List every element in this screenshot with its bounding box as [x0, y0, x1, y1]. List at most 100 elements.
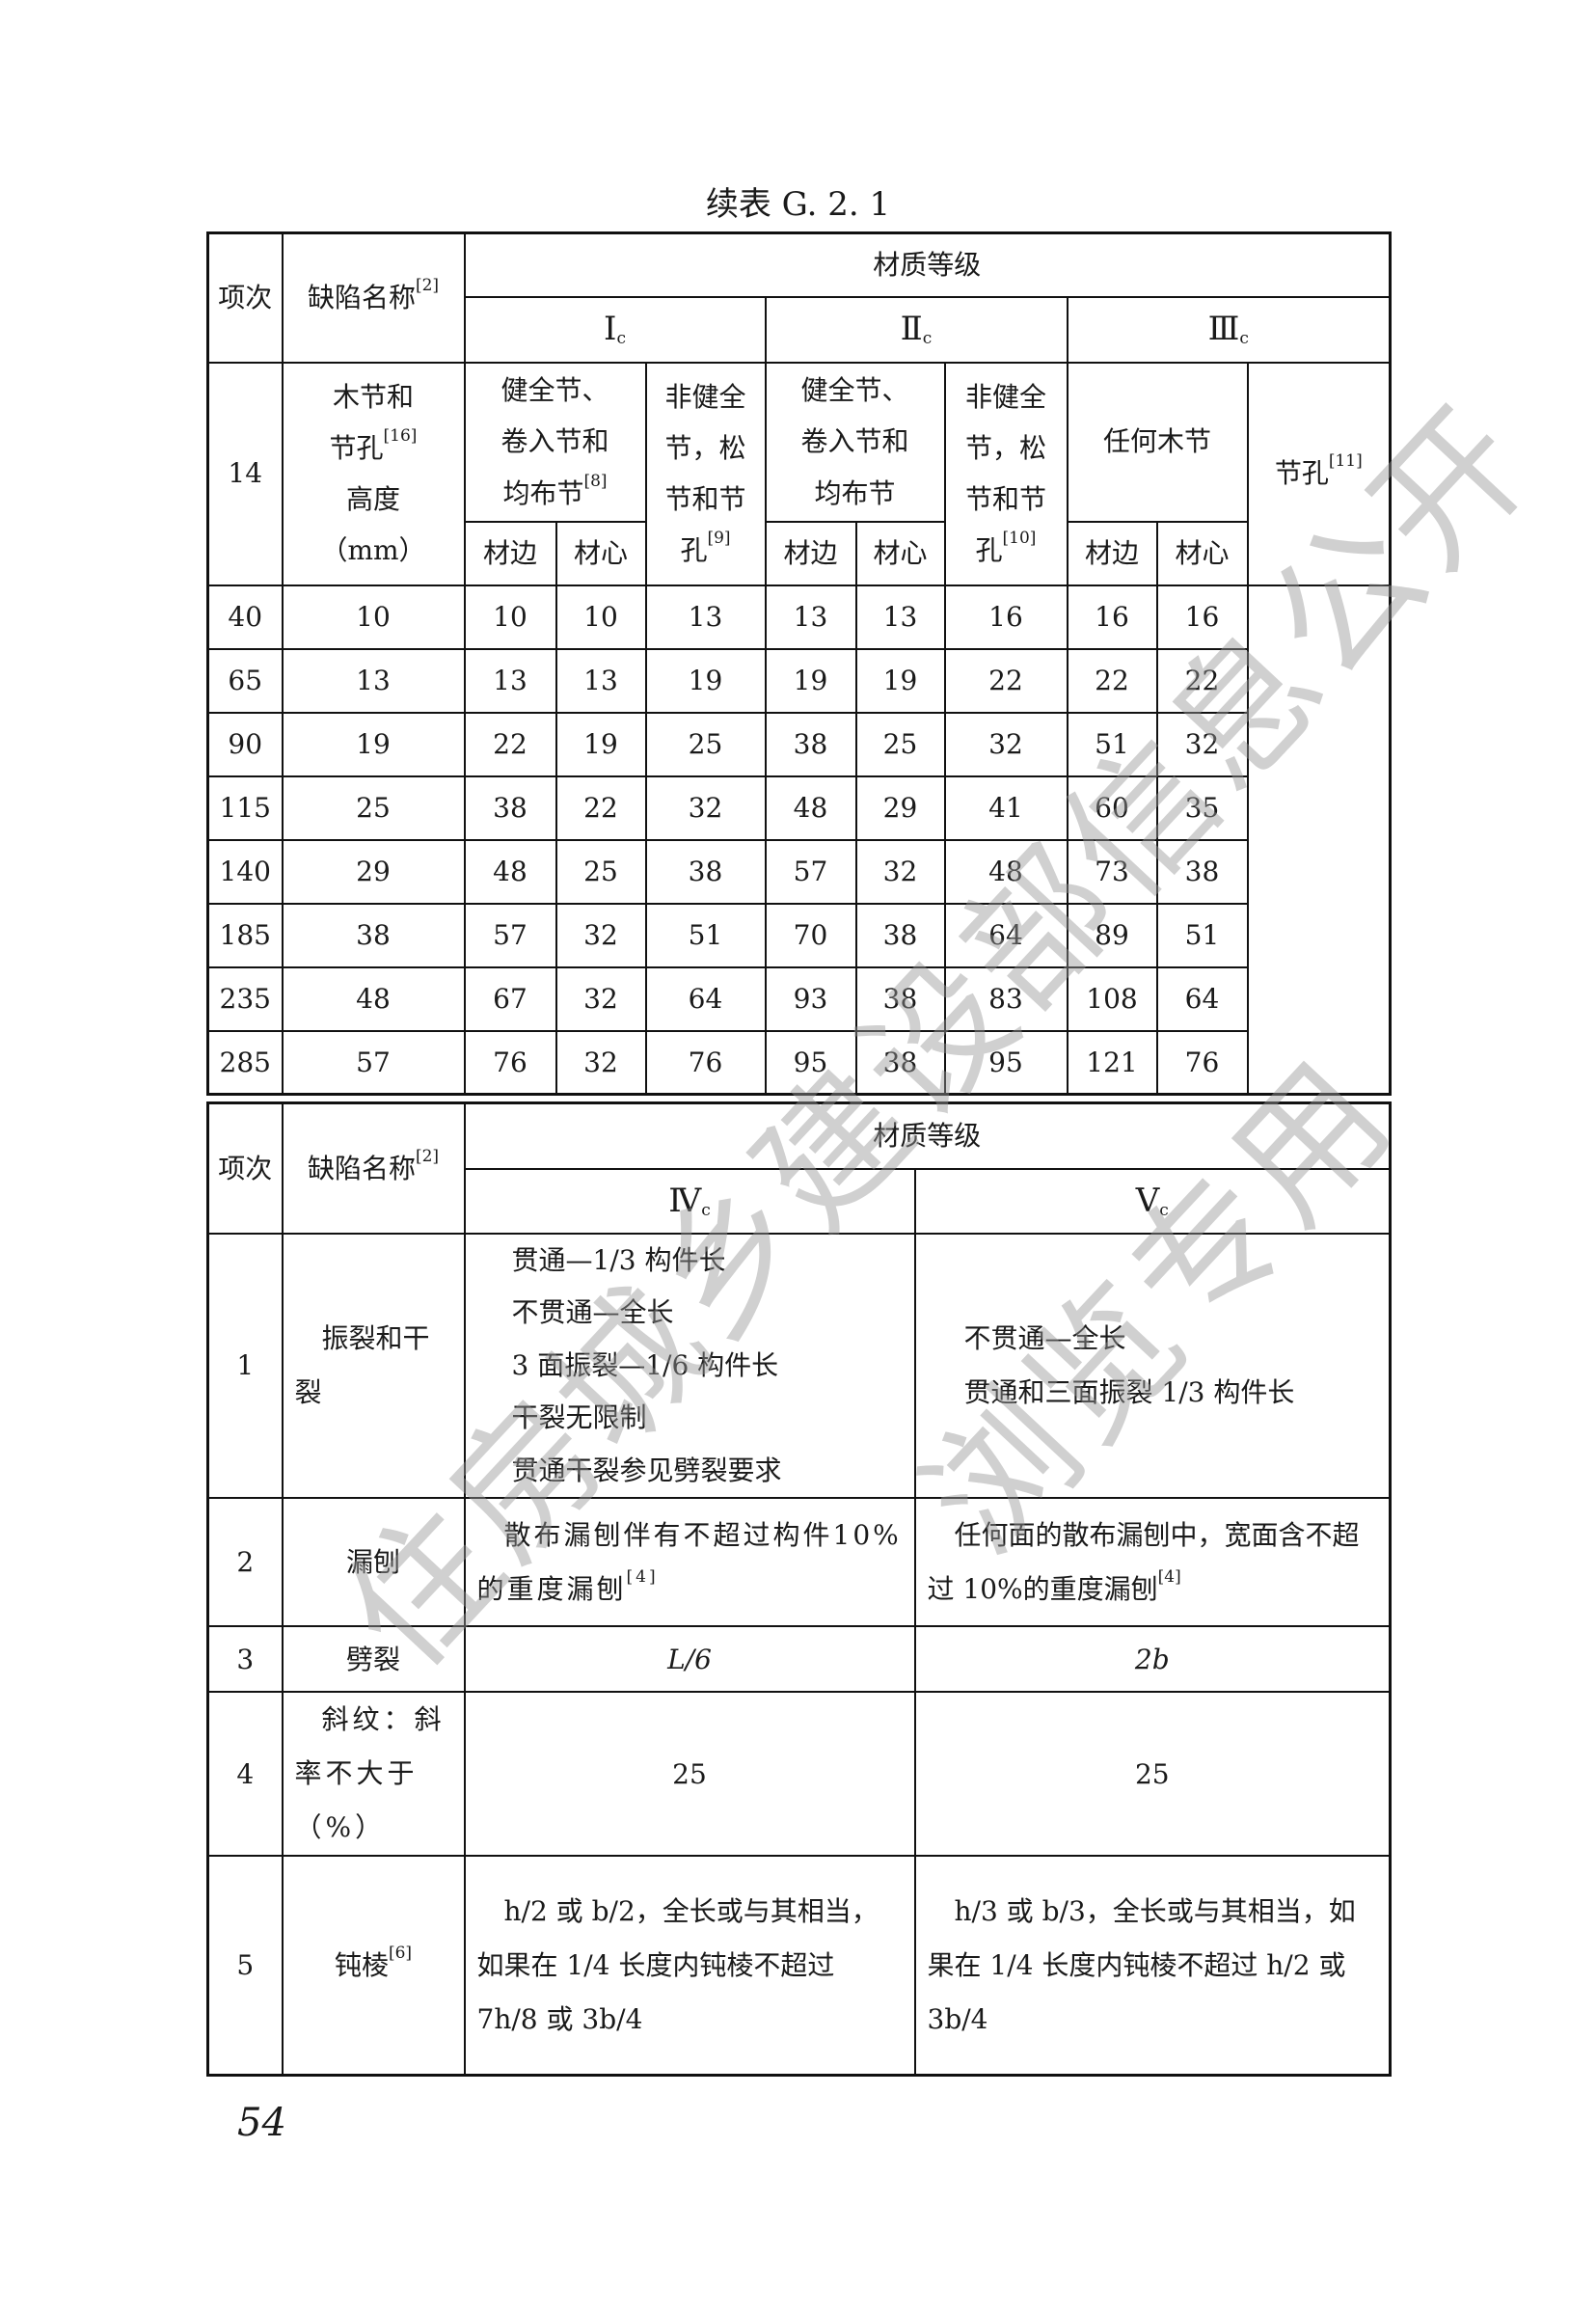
limit-cell: 38: [854, 965, 946, 1032]
limit-cell: 22: [555, 775, 647, 841]
limit-cell: 19: [764, 647, 857, 714]
limit-cell: 13: [854, 584, 946, 650]
limit-cell: 64: [943, 902, 1069, 968]
item-number: 1: [206, 1232, 284, 1500]
limit-cell: 29: [281, 838, 466, 905]
limit-cell: 32: [644, 775, 767, 841]
limit-cell: 13: [281, 647, 466, 714]
limit-cell: 38: [854, 1029, 946, 1096]
limit-cell: 32: [555, 965, 647, 1032]
limit-cell: 13: [555, 647, 647, 714]
limit-cell: 93: [764, 965, 857, 1032]
limit-cell: 16: [943, 584, 1069, 650]
limit-cell: 35: [1155, 775, 1249, 841]
grade-1: Ⅰc: [463, 295, 767, 364]
limit-cell: 57: [764, 838, 857, 905]
table-row: 2 漏刨 散布漏刨伴有不超过构件10%的重度漏刨[4] 任何面的散布漏刨中，宽面…: [206, 1497, 1392, 1628]
limit-cell: 51: [644, 902, 767, 968]
g1-sound-knot: 健全节、 卷入节和 均布节[8]: [463, 361, 647, 523]
grade-4: Ⅳc: [463, 1167, 916, 1235]
limit-cell: 70: [764, 902, 857, 968]
limit-cell: 108: [1066, 965, 1158, 1032]
header-defect-name: 缺陷名称[2]: [281, 231, 466, 364]
limit-cell: 60: [1066, 775, 1158, 841]
limit-cell: 38: [644, 838, 767, 905]
limit-cell: 22: [463, 711, 557, 777]
grade-4-limit: h/2 或 b/2，全长或与其相当，如果在 1/4 长度内钝棱不超过 7h/8 …: [463, 1855, 916, 2077]
knot-height-cell: 40: [206, 584, 284, 650]
item-number: 2: [206, 1497, 284, 1628]
limit-cell: 95: [764, 1029, 857, 1096]
item-number: 14: [206, 361, 284, 586]
defect-name: 漏刨: [281, 1497, 466, 1628]
header-item: 项次: [206, 231, 284, 364]
defect-table-part1: 项次 缺陷名称[2] 材质等级 Ⅰc Ⅱc Ⅲc 14 木节和 节孔[16] 高…: [206, 231, 1393, 1096]
limit-cell: 10: [281, 584, 466, 650]
limit-cell: 76: [463, 1029, 557, 1096]
limit-cell: 32: [943, 711, 1069, 777]
limit-cell: 19: [555, 711, 647, 777]
defect-name: 斜纹：斜率不大于（%）: [281, 1691, 466, 1858]
limit-cell: 76: [644, 1029, 767, 1096]
g2-unsound-knot: 非健全 节，松 节和节 孔[10]: [943, 361, 1069, 586]
g3-core: 材心: [1155, 520, 1249, 586]
limit-cell: 51: [1155, 902, 1249, 968]
grade-5-limit: 25: [913, 1691, 1392, 1858]
table-row: 5 钝棱[6] h/2 或 b/2，全长或与其相当，如果在 1/4 长度内钝棱不…: [206, 1855, 1392, 2077]
limit-cell: 89: [1066, 902, 1158, 968]
item-number: 4: [206, 1691, 284, 1858]
table-row: 285 57 76 32 76 95 38 95 121 76: [206, 1029, 1391, 1096]
limit-cell: 38: [1155, 838, 1249, 905]
limit-cell: 10: [463, 584, 557, 650]
limit-cell: 48: [281, 965, 466, 1032]
limit-cell: 38: [854, 902, 946, 968]
page-number: 54: [237, 2101, 286, 2145]
grade-4-limit: 贯通—1/3 构件长 不贯通—全长 3 面振裂—1/6 构件长 干裂无限制 贯通干裂参见…: [463, 1232, 916, 1500]
grade-5-limit: 2b: [913, 1625, 1392, 1694]
grade-5: Ⅴc: [913, 1167, 1392, 1235]
defect-name: 钝棱[6]: [281, 1855, 466, 2077]
limit-cell: 16: [1155, 584, 1249, 650]
knot-height-cell: 90: [206, 711, 284, 777]
g3-any-knot: 任何木节: [1066, 361, 1249, 523]
limit-cell: 32: [1155, 711, 1249, 777]
limit-cell: 19: [854, 647, 946, 714]
grade-5-limit: 不贯通—全长 贯通和三面振裂 1/3 构件长: [913, 1232, 1392, 1500]
table-row: 185 38 57 32 51 70 38 64 89 51: [206, 902, 1391, 968]
knot-height-cell: 65: [206, 647, 284, 714]
table-row: 40 10 10 10 13 13 13 16 16 16: [206, 584, 1391, 650]
limit-cell: 41: [943, 775, 1069, 841]
grade-4-limit: L/6: [463, 1625, 916, 1694]
header-grade: 材质等级: [463, 1101, 1392, 1170]
limit-cell: 73: [1066, 838, 1158, 905]
grade-5-limit: 任何面的散布漏刨中，宽面含不超过 10%的重度漏刨[4]: [913, 1497, 1392, 1628]
table-row: 90 19 22 19 25 38 25 32 51 32: [206, 711, 1391, 777]
limit-cell: 22: [1155, 647, 1249, 714]
grade-2: Ⅱc: [764, 295, 1069, 364]
limit-cell: 10: [555, 584, 647, 650]
knot-height-cell: 285: [206, 1029, 284, 1096]
g2-sound-knot: 健全节、 卷入节和 均布节: [764, 361, 946, 523]
defect-name: 劈裂: [281, 1625, 466, 1694]
table-row: 140 29 48 25 38 57 32 48 73 38: [206, 838, 1391, 905]
knot-height-cell: 185: [206, 902, 284, 968]
limit-cell: 38: [463, 775, 557, 841]
table-row: 115 25 38 22 32 48 29 41 60 35: [206, 775, 1391, 841]
limit-cell: 25: [281, 775, 466, 841]
limit-cell: 57: [463, 902, 557, 968]
limit-cell: 57: [281, 1029, 466, 1096]
limit-cell: 29: [854, 775, 946, 841]
limit-cell: 64: [644, 965, 767, 1032]
defect-name: 振裂和干裂: [281, 1232, 466, 1500]
header-grade: 材质等级: [463, 231, 1392, 298]
limit-cell: 48: [463, 838, 557, 905]
limit-cell: 13: [764, 584, 857, 650]
header-defect-name: 缺陷名称[2]: [281, 1101, 466, 1235]
limit-cell: 32: [555, 1029, 647, 1096]
limit-cell: 25: [854, 711, 946, 777]
item-number: 3: [206, 1625, 284, 1694]
limit-cell: 32: [555, 902, 647, 968]
limit-cell: 19: [281, 711, 466, 777]
table-row: 65 13 13 13 19 19 19 22 22 22: [206, 647, 1391, 714]
table-row: 1 振裂和干裂 贯通—1/3 构件长 不贯通—全长 3 面振裂—1/6 构件长 干裂无…: [206, 1232, 1392, 1500]
